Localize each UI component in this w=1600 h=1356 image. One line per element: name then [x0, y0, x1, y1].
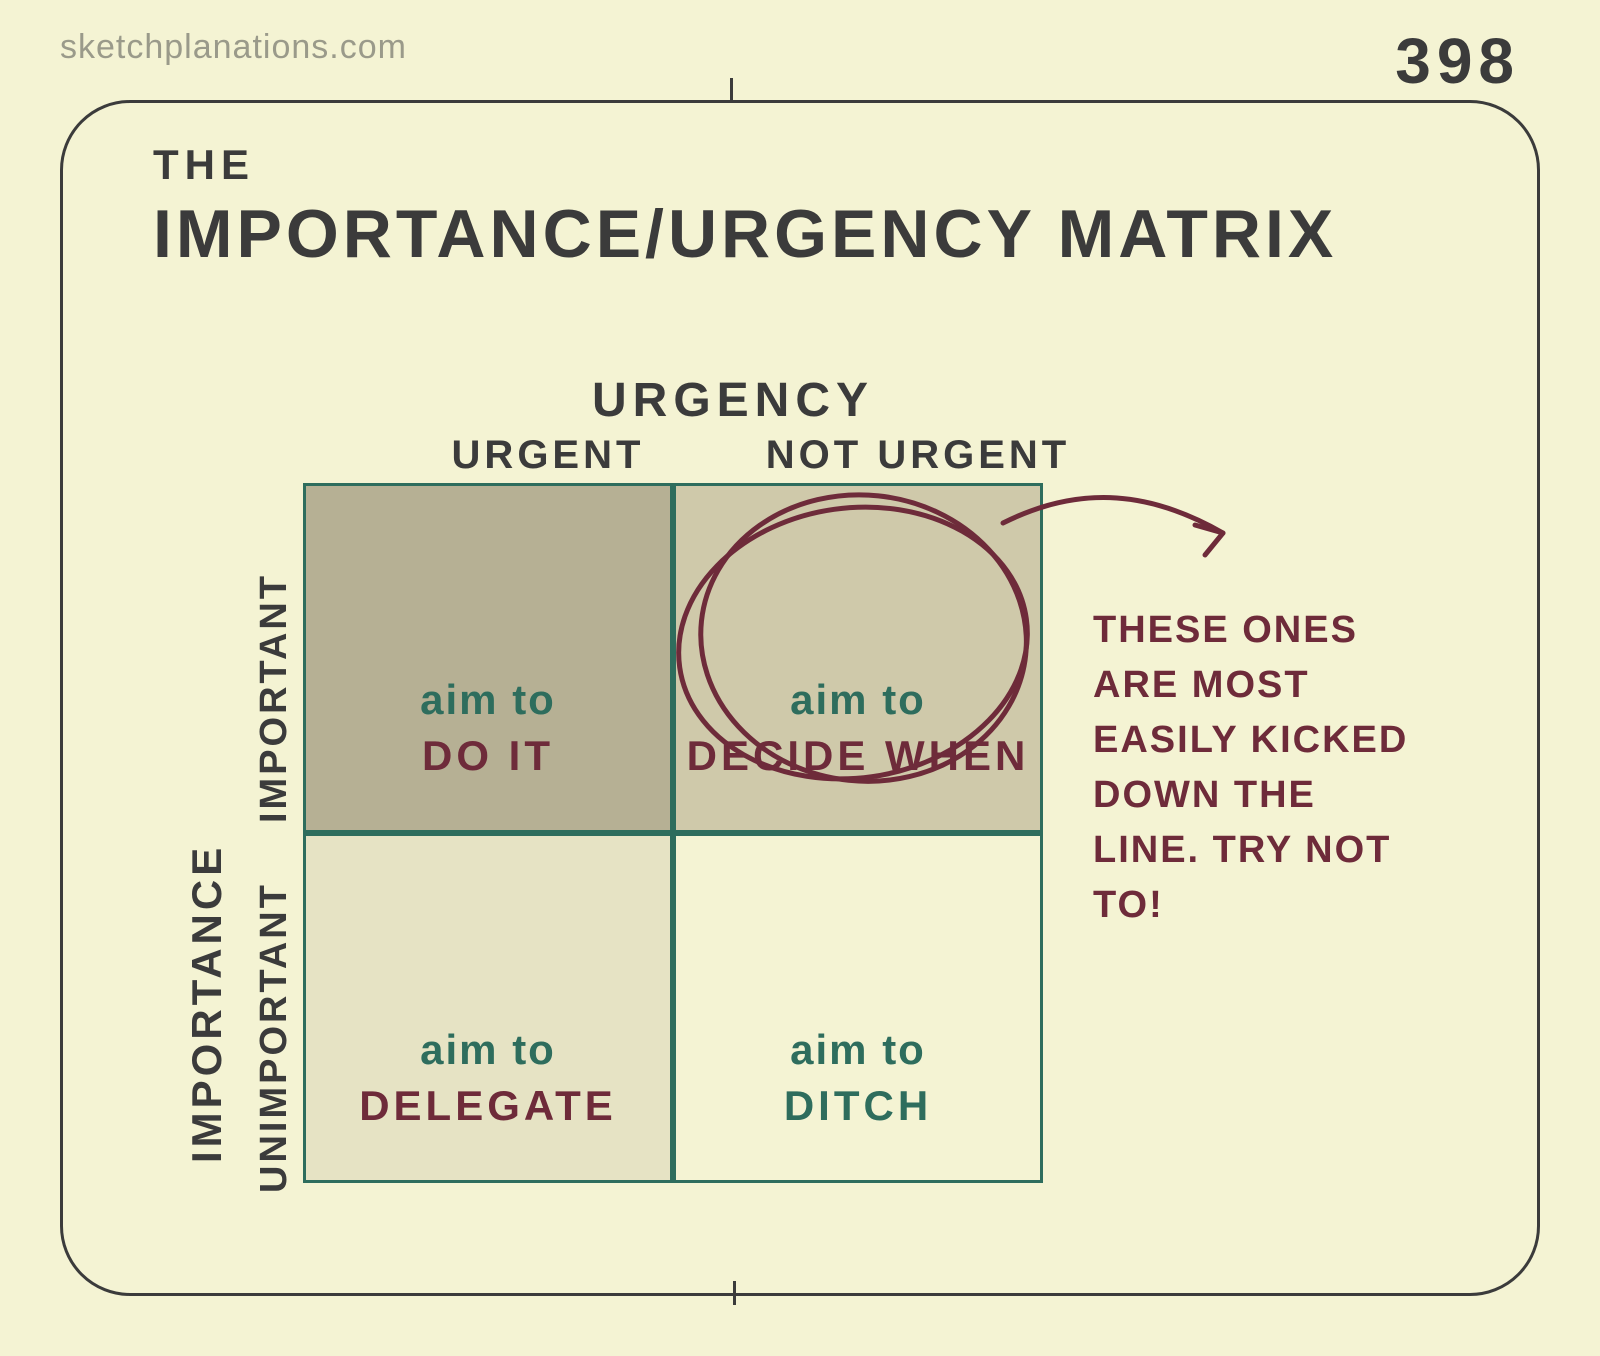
page: sketchplanations.com 398 THE IMPORTANCE/… [0, 0, 1600, 1356]
page-number: 398 [1395, 24, 1520, 98]
matrix-grid: aim to DO IT aim to DECIDE WHEN aim to DELEGA… [303, 483, 1043, 1183]
matrix-cell-0: aim to DO IT [303, 483, 673, 833]
matrix-cell-3: aim to DITCH [673, 833, 1043, 1183]
cell-aim: aim to [790, 676, 926, 724]
cell-aim: aim to [790, 1026, 926, 1074]
matrix-cell-2: aim to DELEGATE [303, 833, 673, 1183]
x-label-urgent: URGENT [363, 433, 733, 478]
bottom-tick [733, 1281, 736, 1305]
y-axis-title: IMPORTANCE [183, 844, 231, 1163]
y-label-important: IMPORTANT [253, 573, 296, 823]
x-axis-title: URGENCY [363, 373, 1103, 428]
cell-aim: aim to [420, 1026, 556, 1074]
top-tick [730, 78, 733, 102]
annotation-text: THESE ONES ARE MOST EASILY KICKED DOWN T… [1093, 603, 1413, 934]
title-block: THE IMPORTANCE/URGENCY MATRIX [153, 141, 1337, 273]
matrix-cell-1: aim to DECIDE WHEN [673, 483, 1043, 833]
title-small: THE [153, 141, 1337, 189]
cell-action: DO IT [422, 732, 554, 780]
x-label-not-urgent: NOT URGENT [733, 433, 1103, 478]
cell-action: DECIDE WHEN [687, 732, 1030, 780]
cell-action: DITCH [784, 1082, 932, 1130]
y-label-unimportant: UNIMPORTANT [253, 882, 296, 1193]
cell-action: DELEGATE [359, 1082, 617, 1130]
cell-aim: aim to [420, 676, 556, 724]
watermark-text: sketchplanations.com [60, 28, 407, 67]
title-main: IMPORTANCE/URGENCY MATRIX [153, 195, 1337, 273]
card-frame: THE IMPORTANCE/URGENCY MATRIX URGENCY UR… [60, 100, 1540, 1296]
